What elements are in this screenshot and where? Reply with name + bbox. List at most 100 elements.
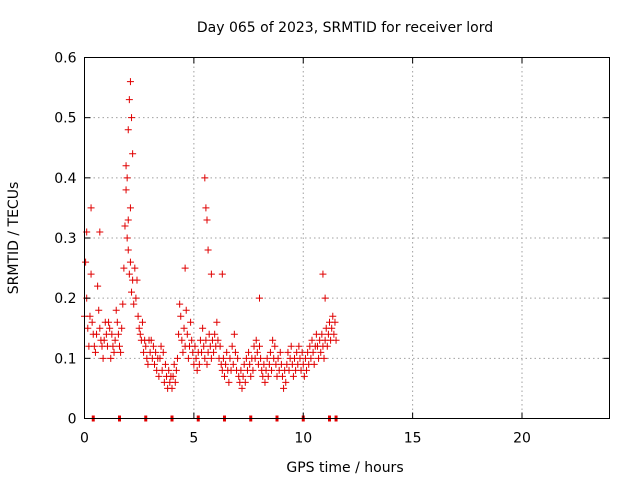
- data-point: [246, 360, 254, 368]
- data-point: [138, 318, 146, 326]
- data-point: [269, 336, 277, 344]
- data-point: [111, 336, 119, 344]
- data-point: [129, 150, 137, 158]
- data-point: [88, 318, 96, 326]
- data-point: [256, 294, 263, 302]
- data-point: [125, 270, 133, 278]
- data-point: [222, 360, 230, 368]
- data-point: [144, 360, 152, 368]
- y-tick-label: 0.6: [54, 51, 76, 67]
- data-point: [126, 78, 134, 86]
- data-points: [81, 78, 340, 392]
- data-point: [179, 348, 187, 356]
- data-point: [161, 360, 169, 368]
- data-point: [152, 348, 160, 356]
- data-point: [177, 312, 185, 320]
- data-point: [231, 348, 239, 356]
- data-point: [265, 360, 273, 368]
- data-point: [263, 354, 271, 362]
- data-point: [181, 264, 189, 272]
- data-point: [229, 360, 237, 368]
- data-point: [195, 360, 203, 368]
- data-point: [112, 306, 120, 314]
- data-point: [266, 348, 274, 356]
- data-point: [276, 348, 284, 356]
- data-point: [256, 342, 263, 350]
- y-tick-label: 0.1: [54, 351, 76, 367]
- data-point: [284, 348, 292, 356]
- data-point: [214, 336, 222, 344]
- data-point: [193, 366, 201, 374]
- data-point: [213, 318, 221, 326]
- data-point: [285, 366, 293, 374]
- data-point: [126, 204, 134, 212]
- data-point: [223, 348, 231, 356]
- data-point: [108, 330, 116, 338]
- data-point: [278, 372, 286, 380]
- data-point: [282, 378, 290, 386]
- data-point: [128, 288, 136, 296]
- data-point: [136, 330, 144, 338]
- data-point: [110, 348, 118, 356]
- data-point: [228, 342, 236, 350]
- data-point: [303, 366, 311, 374]
- data-point: [198, 348, 206, 356]
- data-point: [155, 372, 163, 380]
- data-point: [107, 354, 115, 362]
- data-point: [87, 270, 95, 278]
- data-point: [211, 330, 219, 338]
- data-point: [317, 348, 325, 356]
- data-point: [149, 342, 157, 350]
- y-tick-labels: 0 0.1 0.2 0.3 0.4 0.5 0.6: [54, 51, 76, 428]
- y-tick-label: 0.5: [54, 111, 76, 127]
- data-point: [268, 366, 276, 374]
- data-point: [140, 348, 148, 356]
- data-point: [320, 354, 328, 362]
- data-point: [117, 348, 125, 356]
- data-point: [247, 372, 255, 380]
- data-point: [187, 318, 195, 326]
- data-point: [105, 318, 113, 326]
- data-point: [124, 216, 132, 224]
- data-point: [116, 342, 123, 350]
- data-point: [308, 336, 316, 344]
- data-point: [261, 378, 269, 386]
- data-point: [96, 324, 104, 332]
- data-point: [191, 342, 199, 350]
- x-tick-label: 10: [294, 431, 312, 447]
- data-point: [169, 372, 177, 380]
- data-point: [135, 324, 143, 332]
- data-point: [245, 348, 253, 356]
- data-point: [202, 204, 210, 212]
- data-point: [207, 270, 215, 278]
- data-point: [170, 360, 178, 368]
- data-point: [257, 354, 265, 362]
- chart-title: Day 065 of 2023, SRMTID for receiver lor…: [197, 20, 493, 36]
- data-point: [202, 336, 210, 344]
- data-point: [219, 354, 227, 362]
- data-point: [100, 336, 108, 344]
- data-point: [86, 312, 94, 320]
- data-point: [165, 366, 173, 374]
- data-point: [307, 354, 315, 362]
- data-point: [328, 324, 336, 332]
- data-point: [113, 318, 121, 326]
- data-point: [159, 348, 167, 356]
- data-point: [204, 246, 212, 254]
- data-point: [287, 342, 295, 350]
- data-point: [93, 330, 101, 338]
- data-point: [226, 354, 234, 362]
- data-point: [172, 366, 180, 374]
- data-point: [249, 366, 257, 374]
- y-tick-label: 0.3: [54, 231, 76, 247]
- data-point: [201, 354, 209, 362]
- data-point: [118, 324, 126, 332]
- y-tick-label: 0: [68, 412, 77, 428]
- data-point: [178, 336, 186, 344]
- data-point: [156, 354, 164, 362]
- data-point: [173, 354, 181, 362]
- data-point: [84, 324, 92, 332]
- data-point: [123, 234, 131, 242]
- data-point: [203, 360, 211, 368]
